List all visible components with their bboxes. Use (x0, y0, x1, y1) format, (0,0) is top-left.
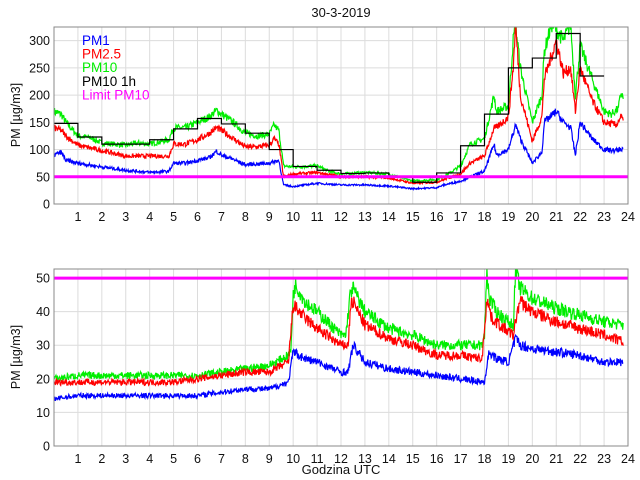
x-tick-label: 10 (286, 452, 300, 466)
x-tick-label: 12 (334, 452, 348, 466)
x-tick-label: 5 (170, 452, 177, 466)
x-tick-label: 23 (597, 210, 611, 224)
x-tick-label: 14 (382, 210, 396, 224)
x-tick-label: 19 (501, 210, 515, 224)
x-tick-label: 1 (74, 452, 81, 466)
x-tick-label: 5 (170, 210, 177, 224)
y-tick-label: 50 (36, 272, 50, 286)
x-tick-label: 9 (266, 210, 273, 224)
y-tick-label: 300 (29, 34, 50, 48)
legend-entry: Limit PM10 (82, 87, 150, 102)
x-tick-label: 20 (525, 452, 539, 466)
x-tick-label: 8 (242, 452, 249, 466)
y-tick-label: 20 (36, 372, 50, 386)
x-tick-label: 15 (406, 452, 420, 466)
y-tick-label: 50 (36, 170, 50, 184)
x-tick-label: 1 (74, 210, 81, 224)
x-tick-label: 15 (406, 210, 420, 224)
x-tick-label: 2 (98, 210, 105, 224)
x-axis-label: Godzina UTC (302, 462, 381, 477)
x-tick-label: 6 (194, 210, 201, 224)
top-y-axis-label: PM [µg/m3] (9, 83, 23, 147)
series-pm10-line (54, 269, 624, 382)
legend-entry: PM10 1h (82, 74, 136, 89)
legend-entry: PM10 (82, 60, 117, 75)
series-pm1-line (54, 333, 624, 402)
x-tick-label: 22 (573, 210, 587, 224)
axes-box (53, 26, 629, 205)
x-tick-label: 21 (549, 210, 563, 224)
y-tick-label: 0 (43, 198, 50, 212)
x-tick-label: 2 (98, 452, 105, 466)
x-tick-label: 9 (266, 452, 273, 466)
bottom-y-axis-label: PM [µg/m3] (9, 325, 23, 389)
x-tick-label: 22 (573, 452, 587, 466)
x-tick-label: 14 (382, 452, 396, 466)
x-tick-label: 4 (146, 452, 153, 466)
x-tick-label: 16 (430, 452, 444, 466)
x-tick-label: 3 (122, 210, 129, 224)
top-plot: 1 2 3 4 5 6 7 8 9 10 11 12 13 14 15 16 17 18 19 20 21 22 23 240… (29, 26, 635, 224)
x-tick-label: 24 (621, 452, 635, 466)
x-tick-label: 11 (311, 452, 324, 466)
x-tick-label: 12 (334, 210, 348, 224)
series-pm1-line (54, 108, 624, 191)
series-pm10-1h-line (54, 32, 605, 183)
x-tick-label: 13 (358, 210, 372, 224)
axes-box (53, 268, 629, 447)
legend-entry: PM2.5 (82, 47, 121, 62)
legend-entry: PM1 (82, 33, 110, 48)
x-tick-label: 6 (194, 452, 201, 466)
x-tick-label: 19 (501, 452, 515, 466)
x-tick-label: 18 (478, 210, 492, 224)
y-tick-label: 0 (43, 440, 50, 454)
y-tick-label: 200 (29, 89, 50, 103)
x-tick-label: 7 (218, 452, 225, 466)
y-tick-label: 40 (36, 305, 50, 319)
series-pm2-5-line (54, 296, 624, 388)
bottom-plot: 1 2 3 4 5 6 7 8 9 10 11 12 13 14 15 16 17 18 19 20 21 22 23 240… (36, 268, 635, 466)
x-tick-label: 16 (430, 210, 444, 224)
x-tick-label: 8 (242, 210, 249, 224)
chart-title: 30-3-2019 (311, 5, 370, 20)
y-tick-label: 250 (29, 61, 50, 75)
x-tick-label: 20 (525, 210, 539, 224)
y-tick-label: 150 (29, 116, 50, 130)
x-tick-label: 18 (478, 452, 492, 466)
x-tick-label: 11 (311, 210, 324, 224)
x-tick-label: 24 (621, 210, 635, 224)
x-tick-label: 23 (597, 452, 611, 466)
y-tick-label: 100 (29, 143, 50, 157)
x-tick-label: 17 (454, 210, 468, 224)
x-tick-label: 13 (358, 452, 372, 466)
x-tick-label: 17 (454, 452, 468, 466)
x-tick-label: 21 (549, 452, 563, 466)
series-pm10-line (54, 27, 624, 185)
x-tick-label: 3 (122, 452, 129, 466)
y-tick-label: 10 (36, 406, 50, 420)
y-tick-label: 30 (36, 339, 50, 353)
x-tick-label: 4 (146, 210, 153, 224)
x-tick-label: 7 (218, 210, 225, 224)
x-tick-label: 10 (286, 210, 300, 224)
